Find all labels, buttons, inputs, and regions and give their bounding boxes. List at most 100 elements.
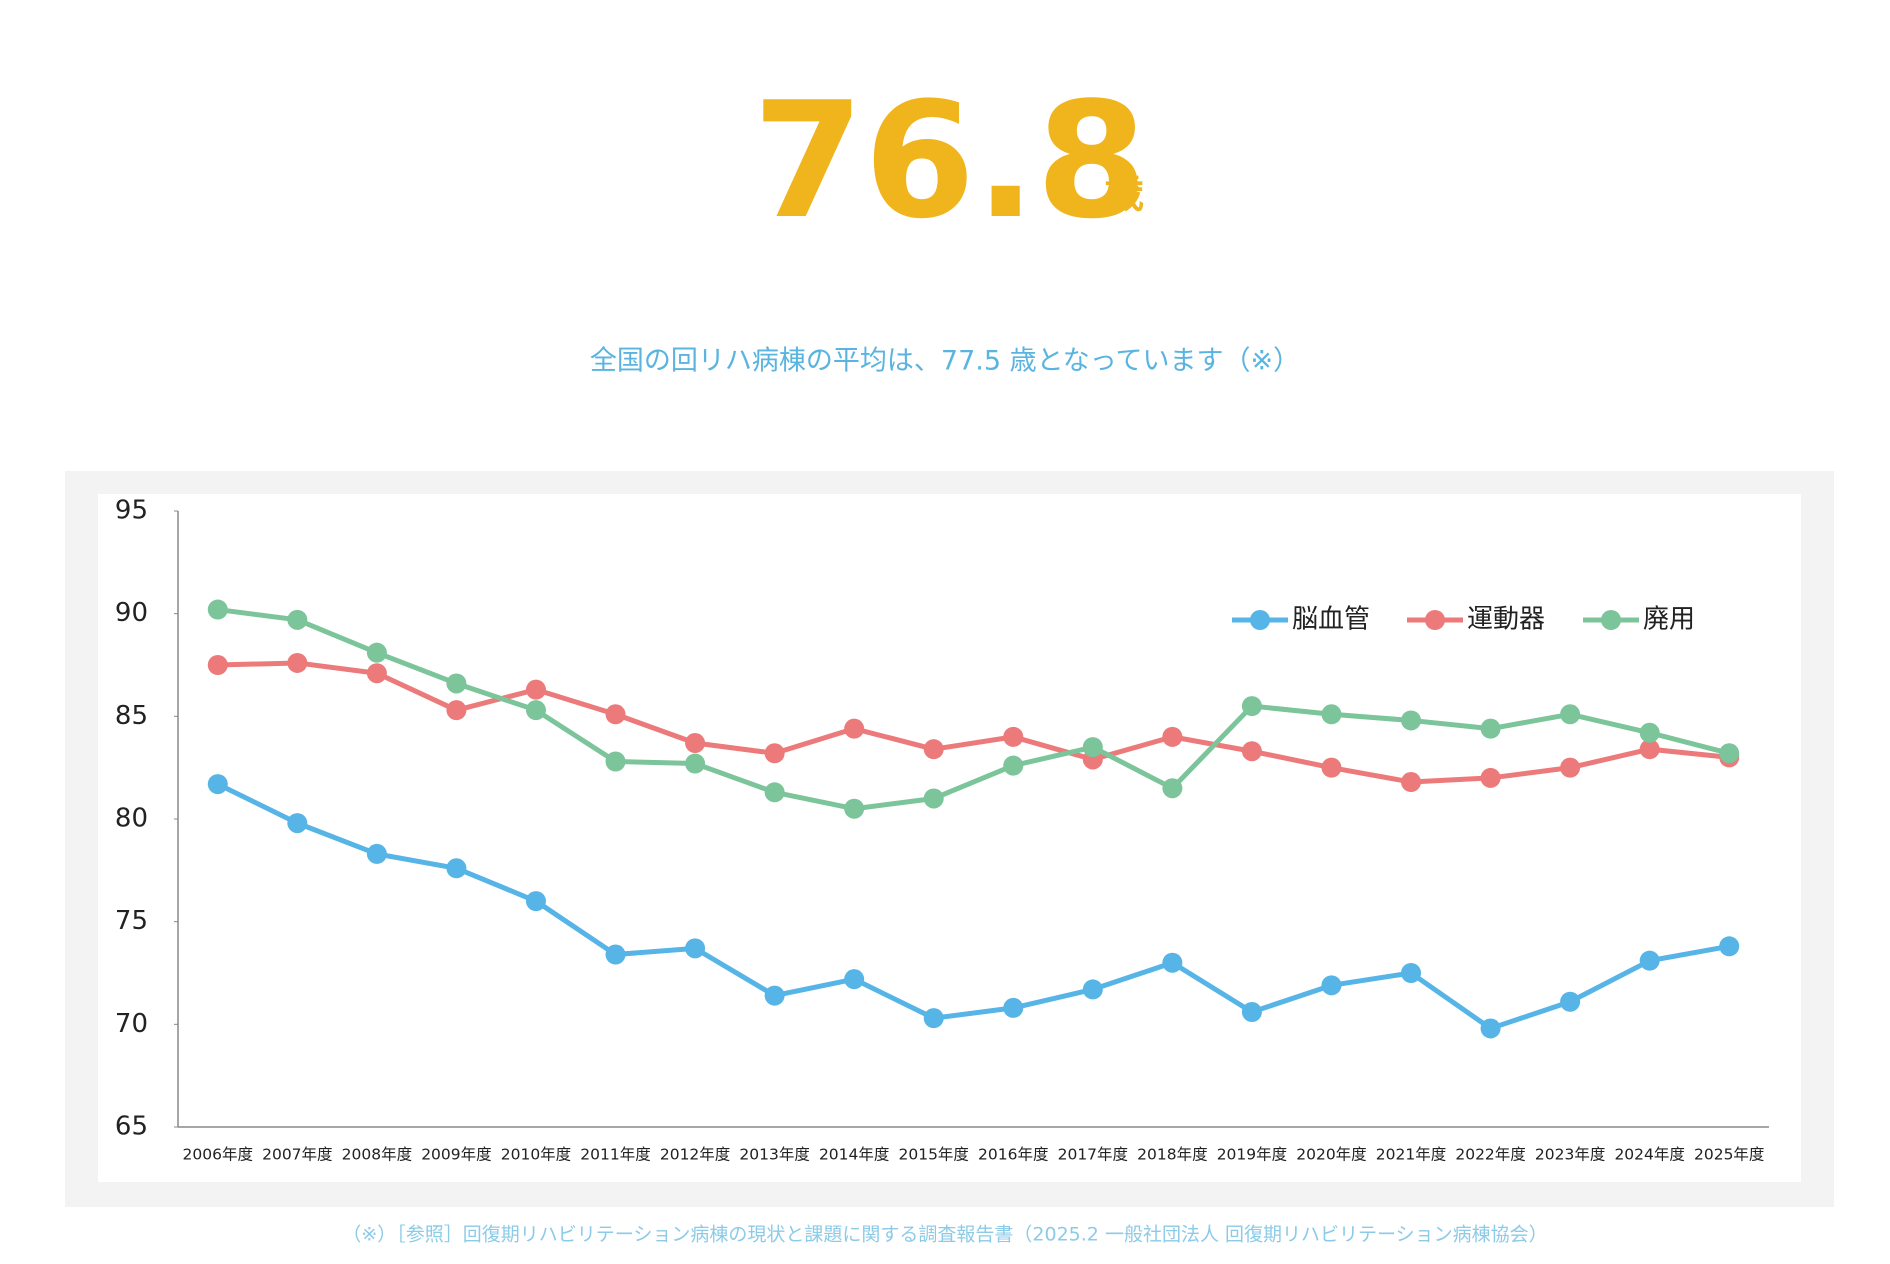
data-point (1241, 741, 1262, 762)
x-tick-label: 2012年度 (660, 1146, 730, 1164)
y-tick-label: 75 (115, 906, 148, 936)
x-tick-label: 2010年度 (501, 1146, 571, 1164)
data-point (1082, 737, 1103, 758)
x-tick-label: 2014年度 (819, 1146, 889, 1164)
legend-marker (1250, 610, 1270, 630)
x-tick-label: 2016年度 (978, 1146, 1048, 1164)
series-line (217, 660, 1730, 785)
data-point (764, 985, 785, 1006)
x-tick-label: 2020年度 (1296, 1146, 1366, 1164)
data-point (1560, 704, 1581, 725)
data-point (1401, 710, 1422, 731)
data-point (1241, 696, 1262, 717)
data-point (1082, 979, 1103, 1000)
data-point (525, 679, 546, 700)
data-point (1560, 991, 1581, 1012)
data-point (287, 609, 308, 630)
data-point (287, 652, 308, 673)
data-point (207, 655, 228, 675)
data-point (605, 751, 626, 772)
data-point (1162, 726, 1183, 747)
data-point (844, 969, 865, 990)
data-point (764, 782, 785, 803)
data-point (1321, 757, 1342, 778)
series-line (216, 781, 1730, 1031)
y-tick-label: 65 (115, 1112, 148, 1142)
data-point (923, 1008, 944, 1029)
x-tick-label: 2007年度 (262, 1146, 332, 1164)
data-point (1719, 743, 1740, 764)
data-point (207, 774, 228, 795)
data-point (1321, 975, 1342, 996)
x-tick-label: 2023年度 (1535, 1146, 1605, 1164)
x-tick-label: 2018年度 (1137, 1146, 1207, 1164)
x-tick-label: 2024年度 (1614, 1146, 1684, 1164)
data-point (685, 733, 706, 754)
x-tick-label: 2009年度 (421, 1146, 491, 1164)
x-tick-label: 2017年度 (1058, 1146, 1128, 1164)
x-tick-label: 2021年度 (1376, 1146, 1446, 1164)
data-point (1560, 757, 1581, 778)
data-point (1162, 778, 1183, 799)
legend-marker (1425, 610, 1445, 630)
legend-label: 廃用 (1643, 605, 1695, 635)
y-tick-label: 95 (115, 496, 148, 526)
plot-panel (98, 494, 1801, 1182)
data-point (366, 642, 387, 663)
x-tick-label: 2013年度 (739, 1146, 809, 1164)
data-point (923, 788, 944, 809)
subtitle: 全国の回リハ病棟の平均は、77.5 歳となっています（※） (590, 346, 1300, 377)
x-tick-label: 2011年度 (580, 1146, 650, 1164)
data-point (1162, 952, 1183, 973)
data-point (685, 938, 706, 959)
data-point (446, 700, 467, 721)
data-point (1401, 772, 1422, 793)
data-point (923, 739, 944, 760)
x-tick-label: 2025年度 (1694, 1146, 1764, 1164)
headline-unit: 歳 (1104, 171, 1144, 217)
x-tick-label: 2022年度 (1455, 1146, 1525, 1164)
data-point (844, 798, 865, 819)
x-tick-label: 2008年度 (342, 1146, 412, 1164)
data-point (1480, 718, 1501, 739)
data-point (1639, 739, 1660, 760)
x-tick-label: 2015年度 (898, 1146, 968, 1164)
data-point (366, 843, 387, 864)
headline-value: 76.8 (753, 67, 1148, 254)
y-tick-label: 80 (115, 804, 148, 834)
data-point (1003, 726, 1024, 747)
data-point (1241, 1002, 1262, 1023)
data-point (685, 753, 706, 774)
data-point (605, 944, 626, 965)
data-point (525, 891, 546, 912)
data-point (1480, 1018, 1501, 1039)
y-tick-label: 70 (115, 1009, 148, 1039)
data-point (1003, 997, 1024, 1018)
data-point (446, 858, 467, 879)
data-point (287, 813, 308, 834)
legend-label: 運動器 (1467, 605, 1545, 635)
data-point (844, 718, 865, 739)
data-point (1639, 950, 1660, 971)
footnote: （※）［参照］回復期リハビリテーション病棟の現状と課題に関する調査報告書（202… (342, 1224, 1547, 1246)
y-tick-label: 90 (115, 598, 148, 628)
data-point (605, 704, 626, 725)
data-point (1719, 936, 1740, 957)
data-point (1639, 722, 1660, 743)
data-point (366, 663, 387, 684)
data-point (1401, 963, 1422, 983)
x-tick-label: 2006年度 (183, 1146, 253, 1164)
data-point (446, 673, 467, 694)
data-point (525, 700, 546, 721)
data-point (1003, 755, 1024, 776)
legend-label: 脳血管 (1292, 605, 1370, 635)
data-point (1321, 704, 1342, 725)
data-point (764, 743, 785, 764)
data-point (207, 599, 228, 620)
legend-marker (1601, 610, 1621, 630)
x-tick-label: 2019年度 (1217, 1146, 1287, 1164)
series-line (217, 607, 1730, 812)
y-tick-label: 85 (115, 701, 148, 731)
